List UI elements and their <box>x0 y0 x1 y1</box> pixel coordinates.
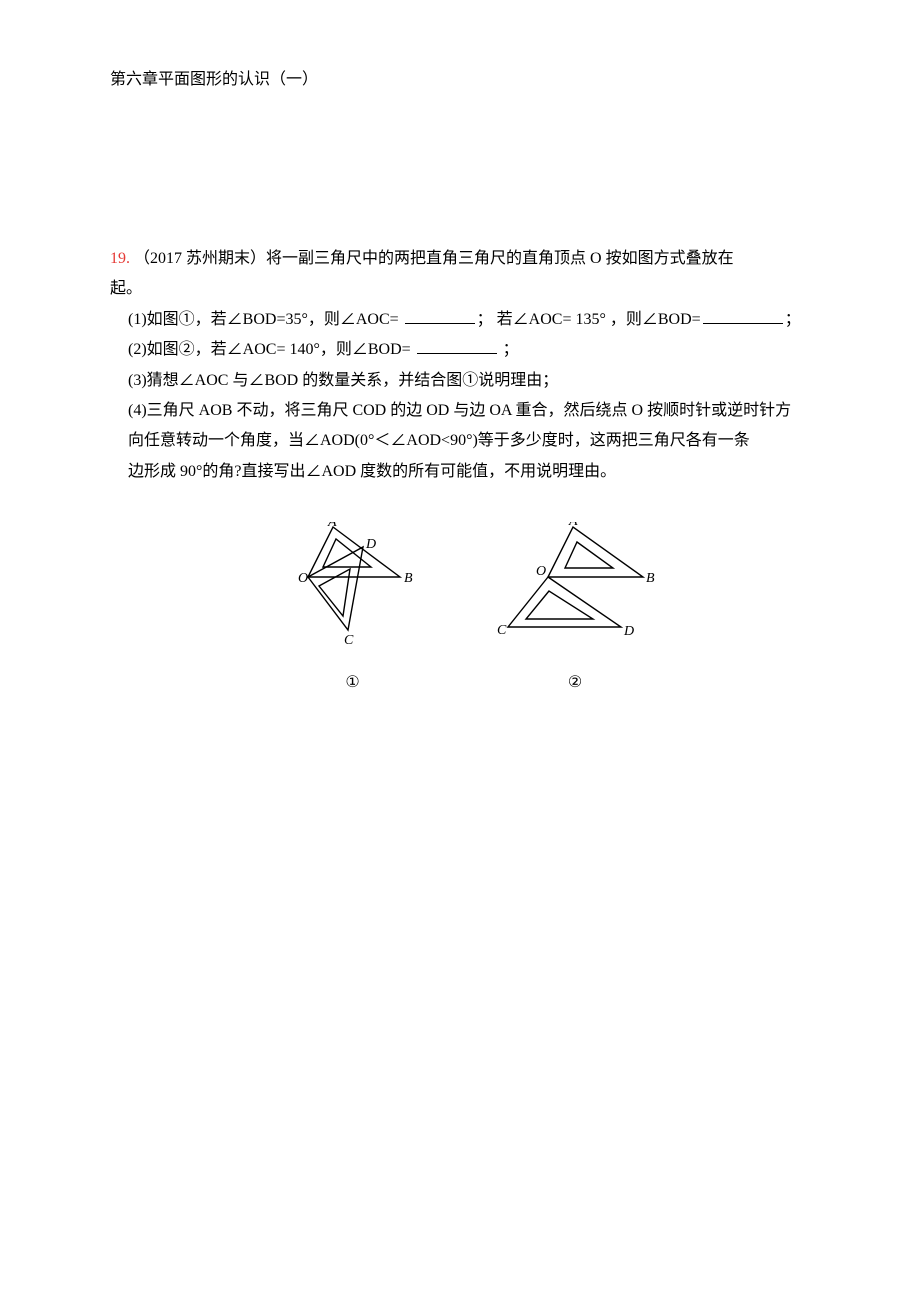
problem-block: 19. （2017 苏州期末）将一副三角尺中的两把直角三角尺的直角顶点 O 按如… <box>110 244 825 487</box>
subproblem-2: (2)如图②，若∠AOC= 140°，则∠BOD= ； <box>110 335 825 365</box>
label-C: C <box>497 623 507 638</box>
label-A: A <box>568 522 578 529</box>
figure-2-label: ② <box>568 672 582 692</box>
subproblem-4-line1: (4)三角尺 AOB 不动，将三角尺 COD 的边 OD 与边 OA 重合，然后… <box>110 396 825 426</box>
chapter-header: 第六章平面图形的认识（一） <box>110 65 825 89</box>
blank-input[interactable] <box>703 308 783 324</box>
label-B: B <box>404 571 413 586</box>
figure-2-svg: A B O C D <box>493 522 658 662</box>
p2-text-a: (2)如图②，若∠AOC= 140°，则∠BOD= <box>128 341 411 358</box>
figure-1-svg: O A B C D <box>278 522 428 662</box>
label-D: D <box>623 624 634 639</box>
blank-input[interactable] <box>417 338 497 354</box>
p1-text-c: ； <box>785 311 801 328</box>
label-C: C <box>344 633 354 648</box>
figure-2: A B O C D ② <box>493 522 658 692</box>
problem-number: 19. <box>110 250 130 267</box>
problem-intro-line2: 起。 <box>110 274 825 304</box>
subproblem-3: (3)猜想∠AOC 与∠BOD 的数量关系，并结合图①说明理由； <box>110 366 825 396</box>
label-B: B <box>646 571 655 586</box>
problem-intro-line1: 19. （2017 苏州期末）将一副三角尺中的两把直角三角尺的直角顶点 O 按如… <box>110 244 825 274</box>
label-A: A <box>327 522 337 530</box>
subproblem-4-line3: 边形成 90°的角?直接写出∠AOD 度数的所有可能值，不用说明理由。 <box>110 457 825 487</box>
label-O: O <box>536 564 546 579</box>
figure-1: O A B C D ① <box>278 522 428 692</box>
blank-input[interactable] <box>405 308 475 324</box>
figures-row: O A B C D ① A B <box>110 522 825 692</box>
p2-text-b: ； <box>499 341 519 358</box>
figure-1-label: ① <box>345 672 359 692</box>
page: 第六章平面图形的认识（一） 19. （2017 苏州期末）将一副三角尺中的两把直… <box>0 0 920 1302</box>
subproblem-4-line2: 向任意转动一个角度，当∠AOD(0°＜∠AOD<90°)等于多少度时，这两把三角… <box>110 426 825 456</box>
p1-text-b: ； 若∠AOC= 135° ，则∠BOD= <box>477 311 701 328</box>
subproblem-1: (1)如图①，若∠BOD=35°，则∠AOC= ； 若∠AOC= 135° ，则… <box>110 305 825 335</box>
problem-source: （2017 苏州期末） <box>134 250 266 267</box>
label-D: D <box>365 537 376 552</box>
label-O: O <box>298 571 308 586</box>
p1-text-a: (1)如图①，若∠BOD=35°，则∠AOC= <box>128 311 399 328</box>
intro-part1: 将一副三角尺中的两把直角三角尺的直角顶点 O 按如图方式叠放在 <box>266 250 734 267</box>
